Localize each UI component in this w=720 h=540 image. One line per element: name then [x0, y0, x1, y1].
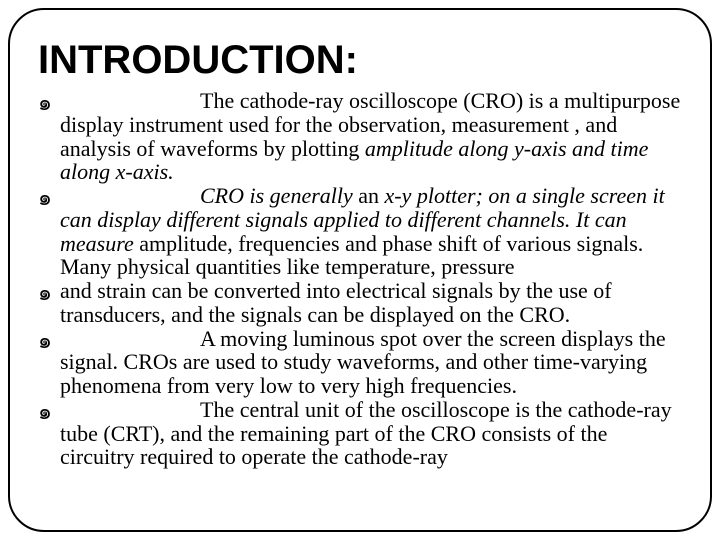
slide-title: INTRODUCTION:: [38, 38, 682, 83]
b2-lead-italic: CRO is generally: [200, 183, 353, 208]
bullet-item: ๑ CRO is generally an x-y plotter; on a …: [38, 184, 682, 279]
bullet-text: and strain can be converted into electri…: [60, 279, 682, 327]
body-text: ๑ The cathode-ray oscilloscope (CRO) is …: [38, 89, 682, 469]
b1-lead: The cathode-ray oscilloscope (CRO) is a: [200, 88, 559, 113]
b3-text: and strain can be converted into electri…: [60, 278, 612, 327]
bullet-item: ๑ The cathode-ray oscilloscope (CRO) is …: [38, 89, 682, 184]
bullet-text: The central unit of the oscilloscope is …: [60, 398, 682, 469]
rounded-frame: INTRODUCTION: ๑ The cathode-ray oscillos…: [8, 8, 712, 532]
bullet-text: CRO is generally an x-y plotter; on a si…: [60, 184, 682, 279]
slide: INTRODUCTION: ๑ The cathode-ray oscillos…: [0, 0, 720, 540]
bullet-icon: ๑: [38, 327, 60, 352]
bullet-item: ๑ and strain can be converted into elect…: [38, 279, 682, 327]
bullet-icon: ๑: [38, 184, 60, 209]
b2-tail-plain: amplitude, frequencies and phase shift o…: [60, 231, 643, 280]
bullet-item: ๑ The central unit of the oscilloscope i…: [38, 398, 682, 469]
bullet-text: A moving luminous spot over the screen d…: [60, 327, 682, 398]
bullet-item: ๑ A moving luminous spot over the screen…: [38, 327, 682, 398]
b2-mid-plain: an: [353, 183, 385, 208]
b4-lead: A moving luminous spot over the screen: [200, 326, 556, 351]
bullet-icon: ๑: [38, 89, 60, 114]
bullet-icon: ๑: [38, 279, 60, 304]
b5-lead: The central unit of the oscilloscope is …: [200, 397, 562, 422]
bullet-text: The cathode-ray oscilloscope (CRO) is a …: [60, 89, 682, 184]
bullet-icon: ๑: [38, 398, 60, 423]
